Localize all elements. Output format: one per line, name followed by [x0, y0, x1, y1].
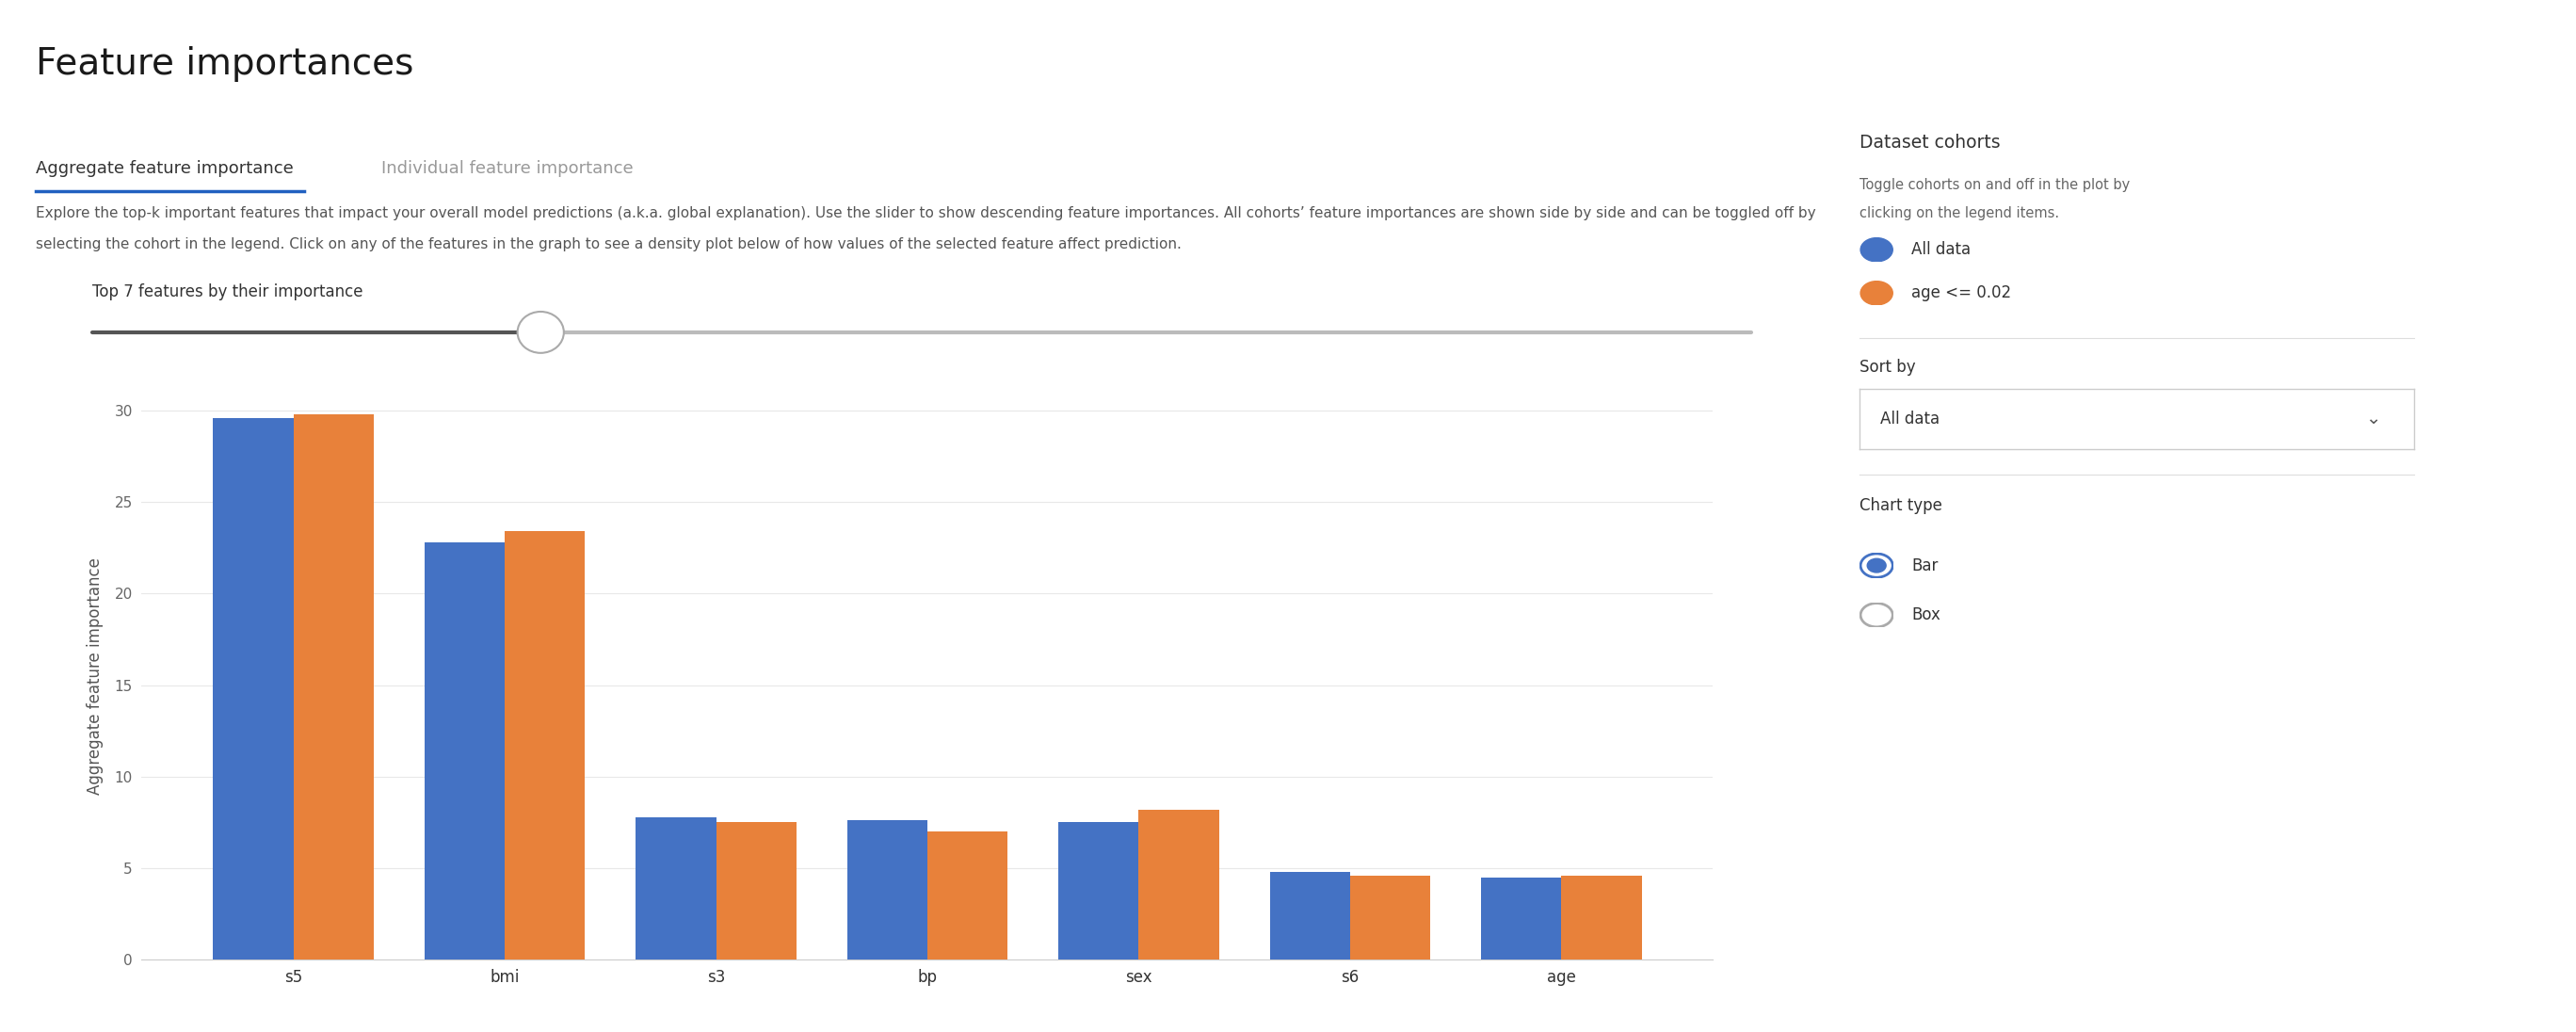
Text: Toggle cohorts on and off in the plot by: Toggle cohorts on and off in the plot by [1860, 178, 2130, 192]
Bar [927, 832, 1007, 960]
Bar [1350, 875, 1430, 960]
Text: Feature importances: Feature importances [36, 46, 415, 83]
Circle shape [1860, 281, 1893, 305]
Bar [716, 823, 796, 960]
Bar [1561, 875, 1641, 960]
Circle shape [1868, 558, 1886, 573]
Text: clicking on the legend items.: clicking on the legend items. [1860, 206, 2061, 221]
Text: age <= 0.02: age <= 0.02 [1911, 285, 2012, 301]
Bar [1270, 872, 1350, 960]
Bar [425, 542, 505, 960]
Text: Bar: Bar [1911, 557, 1937, 574]
Text: Individual feature importance: Individual feature importance [381, 160, 634, 176]
Text: All data: All data [1880, 411, 1940, 427]
Text: selecting the cohort in the legend. Click on any of the features in the graph to: selecting the cohort in the legend. Clic… [36, 237, 1182, 252]
Text: Top 7 features by their importance: Top 7 features by their importance [93, 284, 363, 300]
Text: Dataset cohorts: Dataset cohorts [1860, 134, 2002, 152]
Bar [294, 414, 374, 960]
Bar [1139, 810, 1218, 960]
Text: Box: Box [1911, 607, 1940, 623]
Bar [505, 531, 585, 960]
Text: ⌄: ⌄ [2365, 410, 2380, 428]
Bar [1059, 823, 1139, 960]
Text: Explore the top-k important features that impact your overall model predictions : Explore the top-k important features tha… [36, 206, 1816, 221]
Bar [848, 820, 927, 960]
Circle shape [1860, 553, 1893, 578]
Circle shape [1860, 603, 1893, 627]
Text: Aggregate feature importance: Aggregate feature importance [36, 160, 294, 176]
Text: All data: All data [1911, 241, 1971, 258]
Text: Sort by: Sort by [1860, 359, 1917, 376]
Circle shape [1860, 237, 1893, 262]
Bar [214, 418, 294, 960]
Bar [1481, 877, 1561, 960]
Y-axis label: Aggregate feature importance: Aggregate feature importance [88, 557, 103, 795]
Text: Chart type: Chart type [1860, 497, 1942, 514]
Bar [636, 817, 716, 960]
